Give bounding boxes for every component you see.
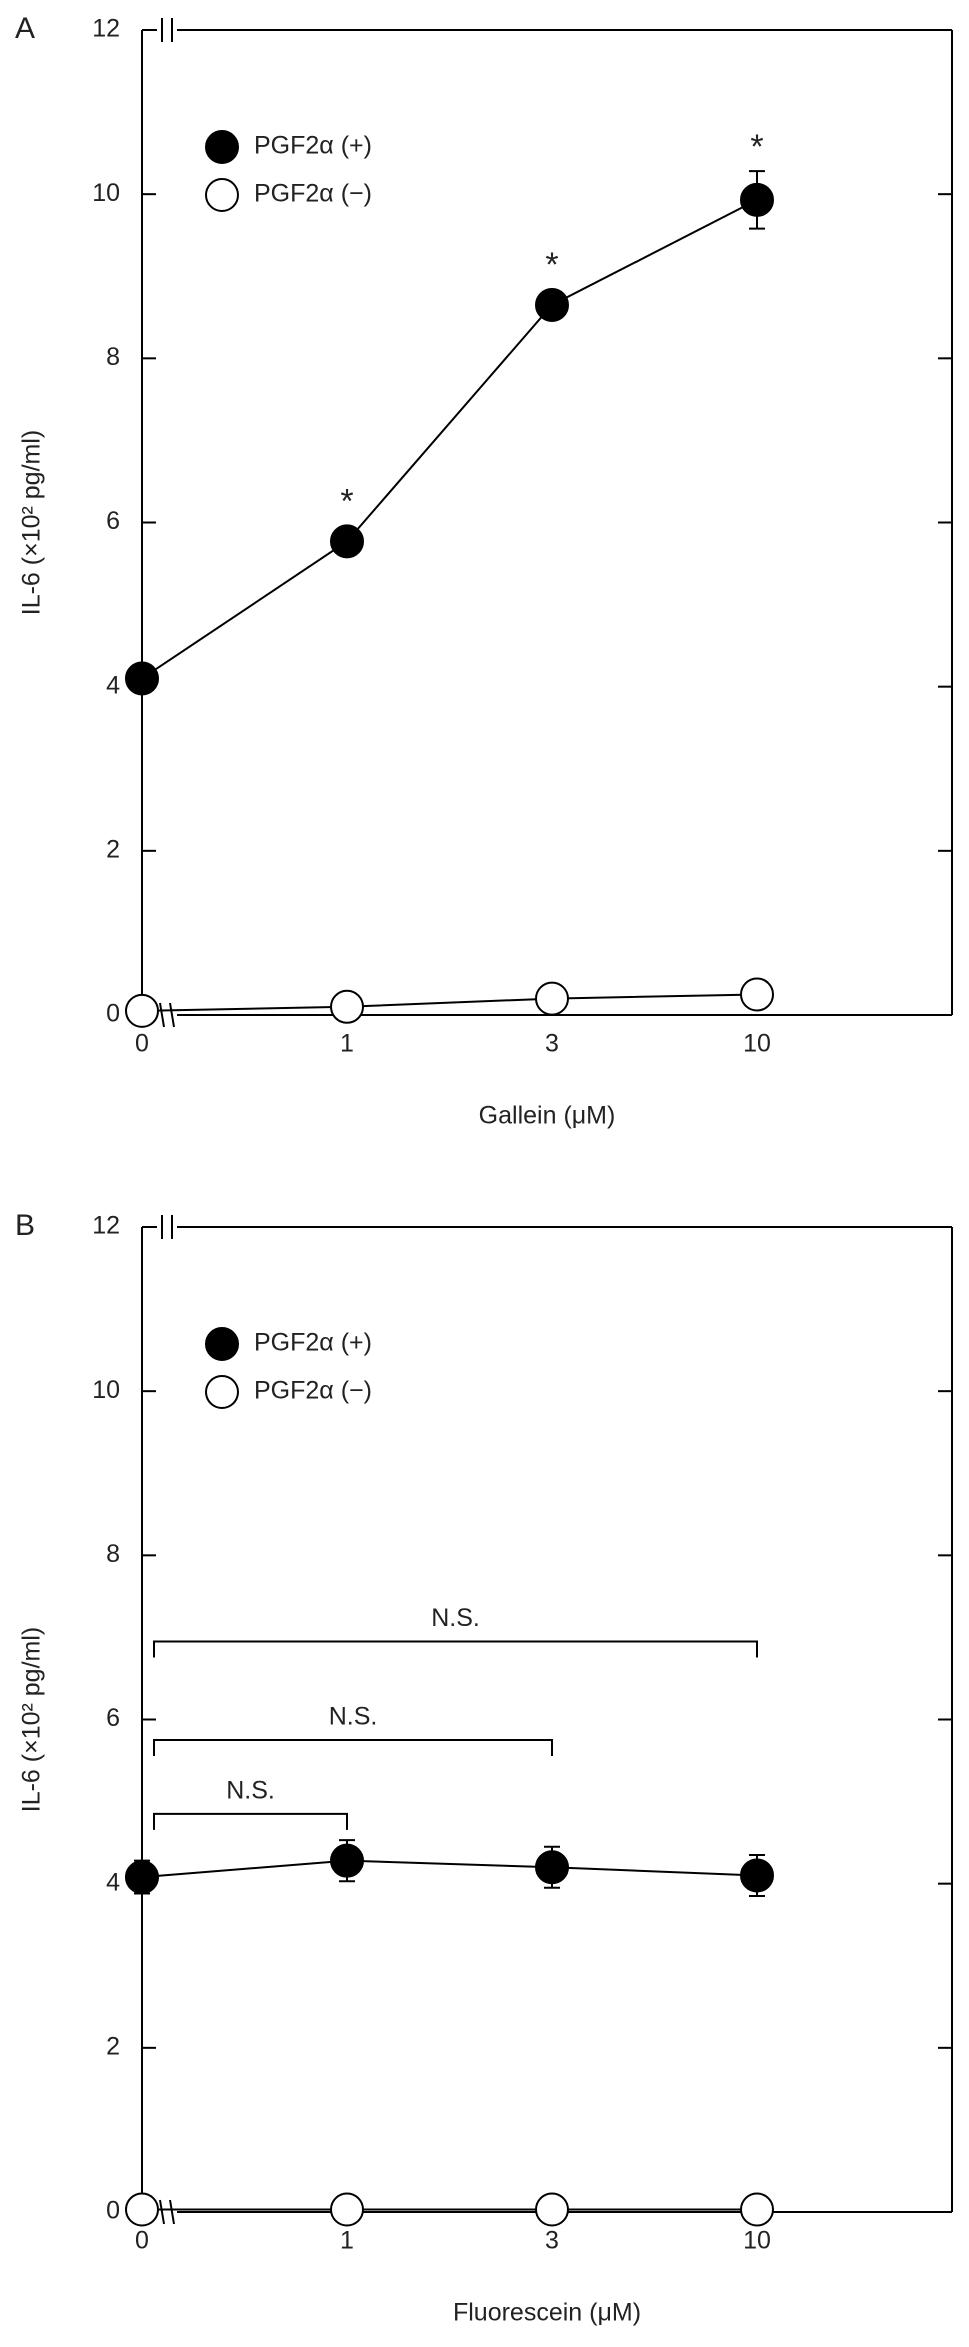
axis-break <box>169 2199 175 2225</box>
panel-label: A <box>15 12 35 45</box>
data-point <box>740 2192 774 2227</box>
bracket <box>153 1812 348 1830</box>
bracket-label: N.S. <box>329 1703 378 1731</box>
data-point <box>740 182 774 217</box>
y-tick-label: 2 <box>106 835 120 863</box>
x-tick-label: 10 <box>743 2227 771 2255</box>
y-tick-label: 0 <box>106 2197 120 2225</box>
x-axis-label: Fluorescein (μM) <box>453 2299 641 2327</box>
data-point <box>330 524 364 559</box>
data-point <box>535 287 569 322</box>
data-point <box>330 989 364 1024</box>
axis-break <box>159 2199 165 2225</box>
x-tick-label: 0 <box>135 2227 149 2255</box>
significance-mark: * <box>545 246 558 284</box>
y-tick-label: 0 <box>106 1000 120 1028</box>
y-tick-label: 8 <box>106 1540 120 1568</box>
series-line <box>141 993 758 1012</box>
y-tick-label: 12 <box>92 15 120 43</box>
bracket-label: N.S. <box>226 1777 275 1805</box>
legend-label: PGF2α (+) <box>254 132 372 160</box>
axis-break <box>159 1002 165 1028</box>
data-point <box>740 1858 774 1893</box>
data-point <box>125 993 159 1028</box>
x-tick-label: 0 <box>135 1030 149 1058</box>
x-tick-label: 10 <box>743 1030 771 1058</box>
series-line <box>141 199 758 680</box>
legend-label: PGF2α (+) <box>254 1329 372 1357</box>
y-tick-label: 4 <box>106 671 120 699</box>
legend-marker <box>205 1327 239 1361</box>
data-point <box>535 2192 569 2227</box>
y-tick-label: 4 <box>106 1868 120 1896</box>
y-tick-label: 8 <box>106 343 120 371</box>
x-tick-label: 3 <box>545 2227 559 2255</box>
axis-break <box>169 1002 175 1028</box>
y-tick-label: 10 <box>92 179 120 207</box>
x-tick-label: 1 <box>340 1030 354 1058</box>
data-point <box>535 981 569 1016</box>
legend-label: PGF2α (−) <box>254 1377 372 1405</box>
data-point <box>330 1843 364 1878</box>
data-point <box>740 977 774 1012</box>
legend-marker <box>205 130 239 164</box>
significance-mark: * <box>340 482 353 520</box>
legend-marker <box>205 1375 239 1409</box>
data-point <box>125 1860 159 1895</box>
series-line <box>141 1859 758 1879</box>
x-tick-label: 3 <box>545 1030 559 1058</box>
x-axis-label: Gallein (μM) <box>479 1102 616 1130</box>
y-tick-label: 12 <box>92 1212 120 1240</box>
x-tick-label: 1 <box>340 2227 354 2255</box>
panel-label: B <box>15 1209 35 1242</box>
y-tick-label: 6 <box>106 1704 120 1732</box>
data-point <box>125 2192 159 2227</box>
y-tick-label: 6 <box>106 507 120 535</box>
bracket <box>153 1640 758 1658</box>
significance-mark: * <box>750 128 763 166</box>
y-tick-label: 10 <box>92 1376 120 1404</box>
data-point <box>535 1850 569 1885</box>
y-tick-label: 2 <box>106 2032 120 2060</box>
data-point <box>330 2192 364 2227</box>
bracket-label: N.S. <box>431 1604 480 1632</box>
legend-label: PGF2α (−) <box>254 180 372 208</box>
legend-marker <box>205 178 239 212</box>
bracket <box>153 1739 553 1757</box>
data-point <box>125 661 159 696</box>
y-axis-label: IL-6 (×10² pg/ml) <box>18 1627 46 1813</box>
y-axis-label: IL-6 (×10² pg/ml) <box>18 430 46 616</box>
